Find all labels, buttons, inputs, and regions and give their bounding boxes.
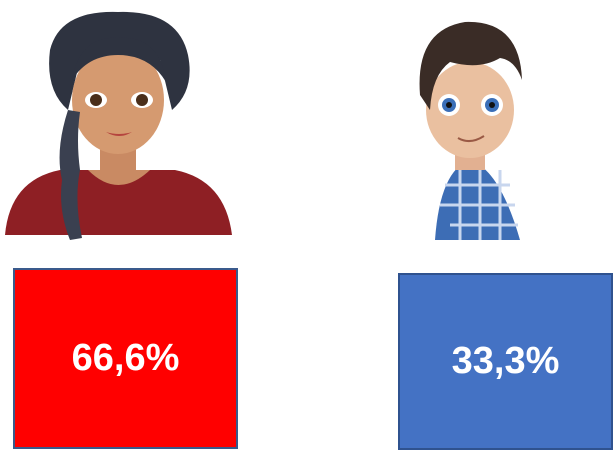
percent-box: 66,6% — [13, 268, 238, 449]
percent-label: 66,6% — [71, 337, 180, 379]
avatars — [5, 11, 522, 240]
girl-avatar — [5, 11, 232, 240]
boy-avatar — [419, 21, 522, 240]
percent-label: 33,3% — [451, 340, 560, 382]
percent-box: 33,3% — [398, 273, 613, 450]
